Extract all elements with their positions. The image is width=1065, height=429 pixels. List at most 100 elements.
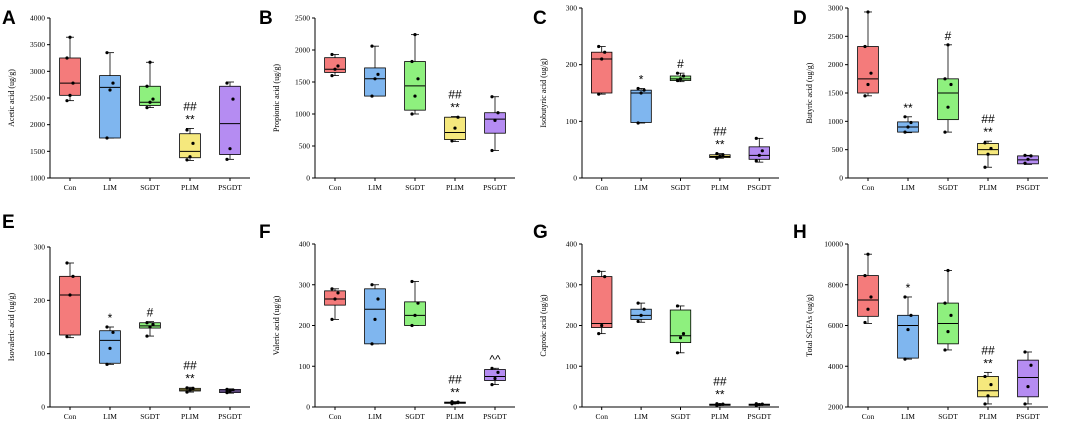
chart-c-x-tick-label: SGDT (671, 183, 691, 192)
chart-d-plim-significance: ## (981, 112, 995, 126)
chart-b-y-tick-label: 2000 (295, 46, 310, 55)
chart-g-sgdt-box (669, 309, 692, 344)
chart-a-psgdt-point (228, 147, 232, 151)
chart-a-x-tick-label: LIM (103, 183, 117, 192)
chart-b-lim-point (370, 94, 374, 98)
chart-f-con-point (330, 317, 334, 321)
chart-a-x-tick-label: PLIM (181, 183, 199, 192)
chart-a-con-box (59, 57, 81, 96)
chart-c-psgdt-point (754, 159, 758, 163)
chart-e-panel-letter: E (2, 212, 15, 233)
chart-g-x-tick-label: SGDT (671, 412, 691, 421)
chart-d-psgdt-point (1023, 161, 1027, 165)
chart-b: B Con LIM SGDT ##** PLIM PSGDT 0 500 1000 1500 2000… (259, 8, 515, 192)
chart-b-psgdt-point (490, 148, 494, 153)
chart-e-lim-point (108, 346, 112, 350)
chart-h-con-box (857, 275, 879, 317)
chart-f-x-tick-label: LIM (368, 412, 382, 421)
chart-d-plim-significance: ** (983, 125, 993, 139)
chart-h-plim-box (977, 376, 999, 398)
chart-f-plim-significance: ** (450, 386, 460, 400)
chart-g: G Con LIM SGDT ##** PLIM PSGDT 0 100 200 300 400 Cap… (533, 222, 779, 421)
chart-c-plim-point (721, 153, 725, 157)
chart-d-psgdt-point (1026, 157, 1030, 161)
chart-c-lim-point (642, 88, 646, 92)
chart-e-y-tick-label: 200 (34, 296, 46, 305)
chart-c-plim-point (718, 154, 722, 159)
chart-g-plim-point (718, 402, 722, 407)
chart-g-x-tick-label: LIM (634, 412, 648, 421)
chart-h-con-point (863, 320, 867, 325)
chart-c: C Con * LIM # SGDT ##** PLIM PSGDT 0 100 200 300 Isob… (533, 4, 779, 192)
chart-c-plim-significance: ** (715, 138, 725, 152)
chart-h-x-tick-label: PLIM (979, 412, 997, 421)
chart-h-plim-significance: ## (981, 343, 995, 357)
chart-a-lim-box (99, 75, 121, 139)
chart-e-con-point (71, 274, 75, 278)
chart-a-psgdt-box (219, 85, 241, 155)
chart-h-plim-point (989, 382, 993, 387)
chart-c-x-tick-label: LIM (634, 183, 648, 192)
chart-d-y-axis-title: Butyric acid (ug/g) (805, 62, 814, 123)
chart-d-x-tick-label: SGDT (938, 183, 958, 192)
chart-g-psgdt-point (757, 402, 761, 407)
chart-e-con-box (59, 275, 81, 336)
chart-b-plim-point (456, 115, 460, 119)
chart-f-con-point (336, 291, 340, 295)
chart-f-sgdt-point (410, 323, 414, 328)
chart-e-lim-point (105, 362, 109, 366)
chart-e-plim-point (188, 388, 192, 392)
chart-h-y-tick-label: 6000 (828, 321, 843, 330)
chart-b-plim-significance: ** (450, 101, 460, 115)
chart-h-lim-point (909, 313, 913, 317)
chart-c-plim-significance: ## (713, 125, 727, 139)
chart-f-panel-letter: F (259, 222, 271, 243)
chart-g-lim-point (639, 313, 643, 317)
chart-f-y-tick-label: 0 (306, 403, 310, 412)
chart-h-y-tick-label: 8000 (828, 280, 843, 289)
chart-a-plim-significance: ** (185, 112, 195, 126)
chart-e-sgdt-point (145, 321, 149, 325)
chart-a-con-point (65, 56, 69, 60)
chart-f-plim-significance: ## (448, 373, 462, 387)
chart-b-con-point (333, 67, 337, 71)
chart-a-plim-point (185, 158, 189, 162)
chart-c-psgdt-point (754, 136, 758, 140)
chart-d-con-point (869, 71, 873, 75)
chart-f-psgdt-box (484, 369, 506, 381)
chart-a-panel-letter: A (2, 8, 16, 29)
chart-e-psgdt-point (225, 387, 229, 391)
chart-e-psgdt-point (225, 391, 229, 395)
chart-h-lim-point (903, 295, 907, 299)
chart-b-y-tick-label: 2500 (295, 14, 310, 23)
chart-a-y-axis-title: Acetic acid (ug/g) (7, 69, 16, 127)
chart-f-x-tick-label: Con (329, 412, 342, 421)
chart-f-y-tick-label: 400 (299, 240, 311, 249)
chart-b-sgdt-point (410, 112, 414, 116)
chart-d-lim-point (906, 125, 910, 129)
chart-h-x-tick-label: Con (862, 412, 875, 421)
chart-e-sgdt-significance: # (147, 306, 154, 320)
chart-h-psgdt-point (1023, 402, 1027, 406)
chart-b-con-point (330, 52, 334, 57)
chart-e-x-tick-label: Con (64, 412, 77, 421)
chart-h-con-point (863, 273, 867, 278)
chart-a-x-tick-label: SGDT (140, 183, 160, 192)
chart-d-y-tick-label: 1000 (828, 117, 843, 126)
chart-d-x-tick-label: PLIM (979, 183, 997, 192)
chart-c-con-point (603, 50, 607, 54)
chart-h-x-tick-label: SGDT (938, 412, 958, 421)
chart-e-y-tick-label: 300 (34, 243, 46, 252)
chart-b-psgdt-box (484, 112, 506, 134)
chart-f-y-tick-label: 300 (299, 280, 311, 289)
chart-b-y-tick-label: 1500 (295, 78, 310, 87)
chart-g-y-tick-label: 200 (566, 321, 578, 330)
chart-a-plim-point (185, 128, 189, 132)
chart-e-con-point (65, 261, 69, 265)
chart-h-x-tick-label: LIM (901, 412, 915, 421)
chart-g-plim-significance: ** (715, 388, 725, 402)
chart-h-lim-point (903, 357, 907, 361)
chart-d-y-tick-label: 500 (832, 145, 844, 154)
chart-f-plim-point (456, 400, 460, 404)
